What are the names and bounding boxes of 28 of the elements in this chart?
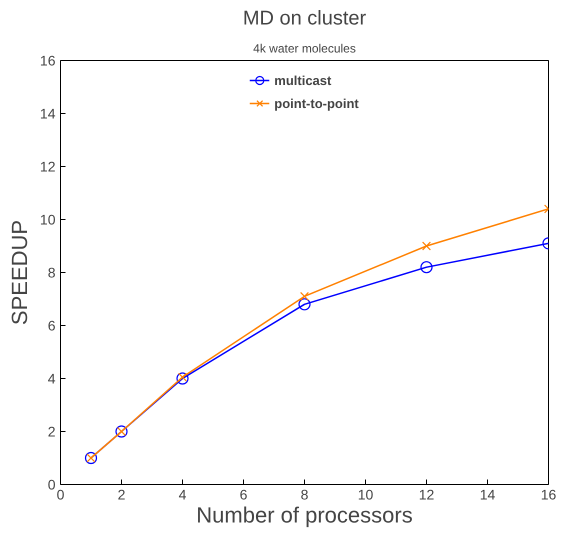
x-tick-label: 4 <box>178 486 187 502</box>
x-tick-label: 10 <box>358 486 374 502</box>
x-tick-label: 12 <box>418 486 434 502</box>
y-tick-label: 2 <box>48 424 56 440</box>
legend-label: point-to-point <box>274 96 359 110</box>
y-tick-label: 10 <box>40 212 56 228</box>
legend-label: multicast <box>274 72 332 88</box>
x-axis-title: Number of processors <box>196 502 413 528</box>
y-tick-label: 12 <box>40 158 56 174</box>
x-tick-label: 14 <box>480 486 496 502</box>
point <box>176 372 189 385</box>
point <box>298 298 311 310</box>
y-axis-title: SPEEDUP <box>6 220 32 326</box>
y-tick-label: 6 <box>48 318 56 334</box>
chart-title: MD on cluster <box>242 8 367 30</box>
y-tick-label: 14 <box>40 106 56 122</box>
x-tick-label: 6 <box>240 486 248 502</box>
y-tick-label: 4 <box>48 370 56 386</box>
point <box>300 292 309 301</box>
y-tick-label: 8 <box>48 264 56 280</box>
x-tick-label: 16 <box>540 486 556 502</box>
x-tick-label: 2 <box>118 486 126 502</box>
x-tick-label: 8 <box>300 486 309 502</box>
y-tick-label: 0 <box>48 476 56 492</box>
chart-subtitle: 4k water molecules <box>253 42 356 56</box>
point <box>422 242 431 250</box>
y-tick-label: 16 <box>40 52 56 68</box>
point <box>420 261 433 274</box>
